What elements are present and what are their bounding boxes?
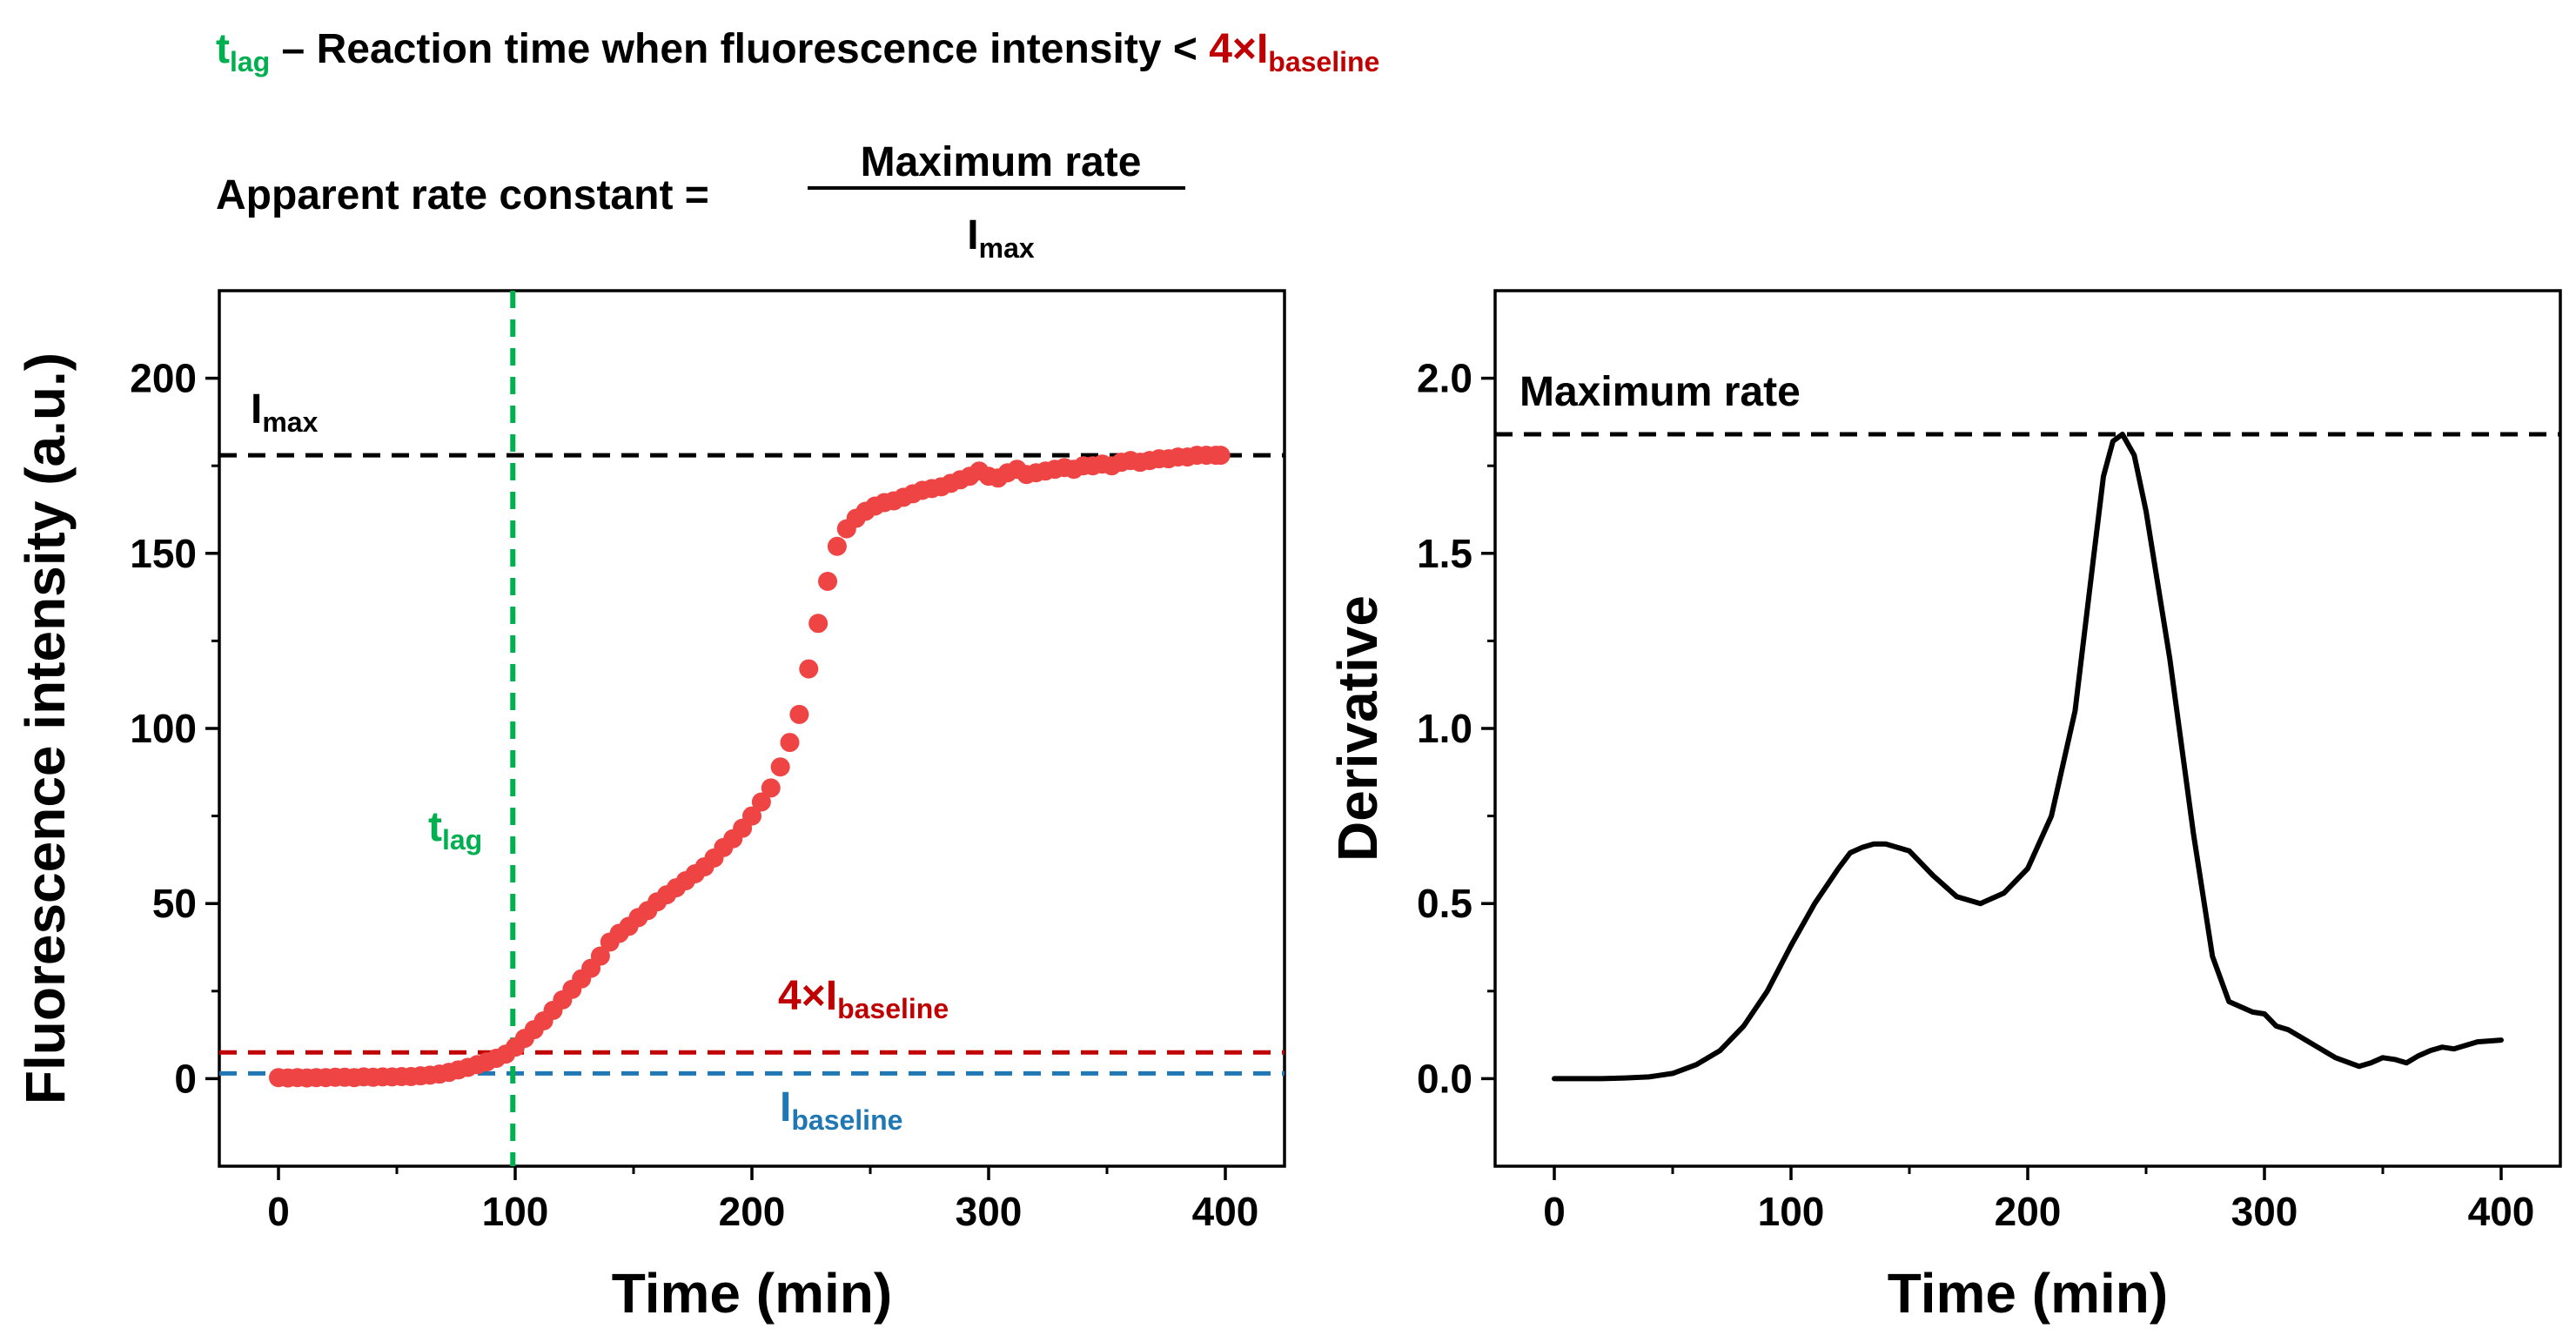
right-x-tick-label: 0	[1543, 1189, 1566, 1234]
left-reference-lines	[219, 291, 1285, 1166]
right-y-tick-label: 2.0	[1417, 356, 1472, 401]
right-y-tick-label: 1.5	[1417, 531, 1472, 576]
right-y-axis-title: Derivative	[1326, 595, 1389, 862]
denominator-subscript: max	[979, 232, 1035, 264]
left-plot-frame	[218, 289, 1286, 1168]
maximum-rate-label: Maximum rate	[1519, 369, 1801, 415]
header-line1: tlag – Reaction time when fluorescence i…	[216, 26, 1379, 77]
left-scatter-points	[269, 446, 1231, 1088]
scatter-point	[761, 778, 781, 798]
scatter-point	[1211, 446, 1231, 466]
right-ticks: 0 100 200 300 400 0.0 0.5 1.0 1.5 2.0	[1417, 356, 2534, 1234]
right-y-tick-label: 1.0	[1417, 706, 1472, 751]
right-x-tick-label: 200	[1995, 1189, 2062, 1234]
left-y-axis-title: Fluorescence intensity (a.u.)	[14, 352, 77, 1104]
derivative-line	[1552, 432, 2504, 1082]
right-plot-frame	[1493, 289, 2562, 1168]
threshold-label: 4×Ibaseline	[778, 973, 949, 1024]
left-y-tick-label: 200	[130, 356, 197, 401]
left-x-tick-label: 300	[956, 1189, 1023, 1234]
right-x-tick-label: 400	[2468, 1189, 2535, 1234]
rate-constant-label: Apparent rate constant =	[216, 172, 709, 218]
right-series	[1552, 432, 2504, 1082]
baseline-label: Ibaseline	[780, 1084, 902, 1136]
scatter-point	[751, 792, 771, 812]
rate-denominator: Imax	[967, 212, 1035, 264]
scatter-point	[808, 614, 828, 634]
denominator-symbol: I	[967, 212, 978, 258]
threshold-subscript: baseline	[1268, 46, 1379, 77]
left-y-tick-label: 0	[174, 1056, 197, 1101]
left-y-tick-label: 100	[130, 706, 197, 751]
right-x-axis-title: Time (min)	[1888, 1262, 2168, 1325]
right-x-tick-label: 300	[2231, 1189, 2298, 1234]
rate-numerator: Maximum rate	[861, 139, 1142, 185]
left-y-tick-label: 150	[130, 531, 197, 576]
left-ticks: 0 100 200 300 400 0 50 100 150 200	[130, 356, 1258, 1234]
scatter-point	[799, 659, 819, 679]
left-x-tick-label: 400	[1192, 1189, 1259, 1234]
imax-label: Imax	[251, 386, 319, 438]
tlag-symbol: t	[216, 26, 230, 72]
scatter-point	[590, 946, 610, 966]
tlag-subscript: lag	[230, 46, 270, 77]
left-x-tick-label: 0	[267, 1189, 290, 1234]
scatter-point	[742, 806, 761, 826]
left-x-tick-label: 200	[719, 1189, 786, 1234]
scatter-point	[818, 571, 838, 591]
right-y-tick-label: 0.5	[1417, 881, 1472, 926]
tlag-label: tlag	[428, 804, 482, 856]
left-y-tick-label: 50	[152, 881, 197, 926]
scatter-point	[789, 704, 809, 724]
right-y-tick-label: 0.0	[1417, 1056, 1472, 1101]
scatter-point	[770, 757, 790, 777]
scatter-point	[780, 733, 800, 753]
scatter-point	[827, 536, 847, 556]
fluorescence-chart: 0 100 200 300 400 0 50 100 150 200 Time (min) Flu…	[14, 289, 1286, 1325]
left-x-axis-title: Time (min)	[612, 1262, 892, 1325]
right-x-tick-label: 100	[1758, 1189, 1825, 1234]
header-description: – Reaction time when fluorescence intens…	[270, 26, 1209, 72]
threshold-symbol: 4×I	[1209, 26, 1268, 72]
left-x-tick-label: 100	[482, 1189, 549, 1234]
